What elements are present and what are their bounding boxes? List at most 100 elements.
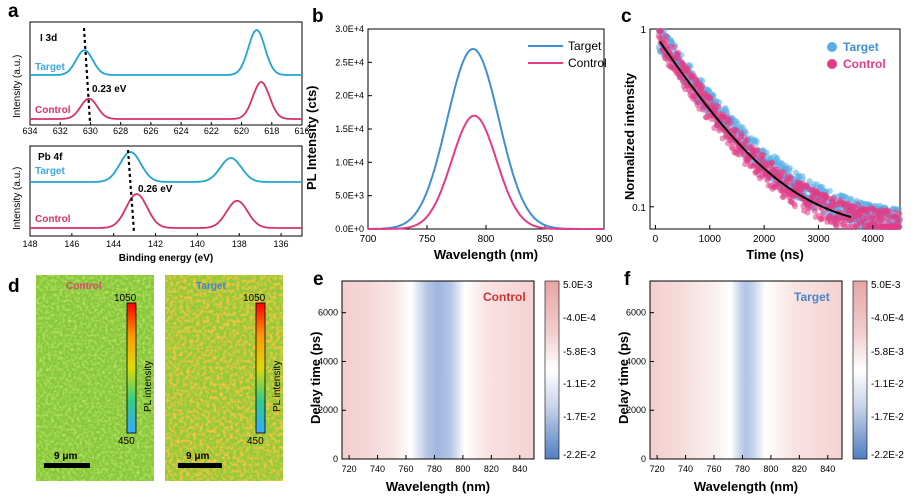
c-fit-curve bbox=[658, 41, 852, 218]
e-colorbar-ticks: 5.0E-3 -4.0E-4 -5.8E-3 -1.1E-2 -1.7E-2 -2.2E-… bbox=[563, 280, 596, 461]
a-top-xtick-label: 620 bbox=[234, 126, 249, 136]
a-top-xticks: 634 632 630 628 626 624 622 620 618 616 bbox=[22, 122, 310, 136]
f-cb-tick-label: 5.0E-3 bbox=[871, 280, 901, 291]
b-xtick-label: 850 bbox=[537, 234, 554, 245]
a-top-dashed-line bbox=[82, 27, 92, 123]
c-data-point bbox=[715, 104, 722, 110]
b-xtick-label: 900 bbox=[596, 234, 613, 245]
c-data-point bbox=[806, 178, 813, 184]
panel-label-b: b bbox=[312, 6, 324, 27]
b-ticks: 700 750 800 850 900 0.0E+0 5.0E+3 1.0E+4 1.5E+4 2… bbox=[335, 24, 613, 245]
f-xtick-label: 780 bbox=[735, 464, 750, 474]
panel-label-a: a bbox=[8, 1, 19, 22]
e-label: Control bbox=[483, 290, 526, 304]
a-bottom-xtick-label: 148 bbox=[22, 239, 37, 249]
a-top-xtick-label: 628 bbox=[113, 126, 128, 136]
c-data-point bbox=[754, 146, 761, 153]
a-top-title: I 3d bbox=[40, 33, 57, 44]
a-bottom-control-label: Control bbox=[35, 214, 71, 225]
c-ytick-label: 1 bbox=[640, 25, 646, 36]
a-top-target-label: Target bbox=[35, 62, 65, 73]
c-data-point bbox=[742, 130, 749, 137]
panel-label-e: e bbox=[313, 269, 324, 290]
e-cb-tick-label: -2.2E-2 bbox=[563, 450, 596, 461]
f-colorbar-ticks: 5.0E-3 -4.0E-4 -5.8E-3 -1.1E-2 -1.7E-2 -2.2E-… bbox=[871, 280, 904, 461]
c-data-point bbox=[675, 49, 682, 56]
a-top-xtick-label: 632 bbox=[53, 126, 68, 136]
c-data-point bbox=[887, 209, 893, 215]
c-data-point bbox=[780, 169, 787, 176]
c-data-point bbox=[848, 195, 855, 202]
a-top-ylabel: Intensity (a.u.) bbox=[12, 55, 23, 118]
f-xlabel: Wavelength (nm) bbox=[694, 479, 798, 494]
a-bottom-dashed-line bbox=[126, 149, 136, 233]
panel-label-c: c bbox=[621, 6, 632, 27]
c-xtick-label: 2000 bbox=[753, 234, 776, 245]
f-colorbar bbox=[852, 280, 868, 460]
f-label: Target bbox=[794, 290, 830, 304]
f-cb-tick-label: -5.8E-3 bbox=[871, 347, 904, 358]
panel-c: 0 1000 2000 3000 4000 1 0.1 Target Control Tim… bbox=[622, 25, 903, 262]
d-control-scalebar-label: 9 μm bbox=[54, 451, 77, 462]
c-ylabel: Normalized intensity bbox=[622, 72, 637, 200]
f-cb-tick-label: -1.1E-2 bbox=[871, 379, 904, 390]
f-ticks: 720 740 760 780 800 820 840 0 2000 4000 6000 bbox=[626, 308, 835, 474]
f-ytick-label: 2000 bbox=[626, 405, 646, 415]
d-control-cb-min: 450 bbox=[118, 436, 135, 447]
e-ytick-label: 4000 bbox=[318, 356, 338, 366]
b-ytick-label: 3.0E+4 bbox=[335, 24, 364, 34]
a-top-xtick-label: 626 bbox=[143, 126, 158, 136]
c-data-point bbox=[819, 215, 826, 222]
b-ytick-label: 1.0E+4 bbox=[335, 157, 364, 167]
a-top-xtick-label: 634 bbox=[22, 126, 37, 136]
e-ytick-label: 6000 bbox=[318, 308, 338, 318]
c-data-point bbox=[791, 203, 798, 210]
a-bottom-target-curve bbox=[30, 151, 302, 183]
c-data-point bbox=[662, 32, 669, 39]
c-data-point bbox=[852, 216, 859, 223]
c-legend-control-marker bbox=[827, 59, 837, 69]
c-data-point bbox=[826, 187, 833, 194]
f-ytick-label: 6000 bbox=[626, 308, 646, 318]
a-bottom-title: Pb 4f bbox=[38, 152, 63, 163]
e-xtick-label: 760 bbox=[398, 464, 413, 474]
c-data-point bbox=[896, 215, 903, 222]
d-target-colorbar bbox=[255, 302, 266, 434]
d-target-cb-label: PL intensity bbox=[272, 361, 283, 412]
e-cb-tick-label: -4.0E-4 bbox=[563, 313, 596, 324]
b-target-curve bbox=[368, 48, 604, 230]
b-xtick-label: 700 bbox=[360, 234, 377, 245]
c-data-point bbox=[788, 179, 795, 186]
c-data-point bbox=[760, 152, 767, 159]
e-xlabel: Wavelength (nm) bbox=[386, 479, 490, 494]
e-ylabel: Delay time (ps) bbox=[308, 332, 323, 424]
c-data-point bbox=[663, 37, 670, 44]
f-heatmap bbox=[649, 280, 843, 460]
a-bottom-xtick-label: 144 bbox=[106, 239, 121, 249]
e-xtick-label: 840 bbox=[512, 464, 527, 474]
e-cb-tick-label: 5.0E-3 bbox=[563, 280, 593, 291]
e-heatmap bbox=[341, 280, 535, 460]
f-ytick-label: 4000 bbox=[626, 356, 646, 366]
e-cb-tick-label: -1.1E-2 bbox=[563, 379, 596, 390]
a-bottom-xtick-label: 136 bbox=[274, 239, 289, 249]
panel-a-bottom: Pb 4f Intensity (a.u.) Target Control 0.… bbox=[12, 145, 303, 264]
c-data-point bbox=[671, 44, 678, 51]
f-xtick-label: 720 bbox=[650, 464, 665, 474]
c-ytick-label: 0.1 bbox=[632, 203, 646, 214]
b-ytick-label: 2.5E+4 bbox=[335, 57, 364, 67]
b-ytick-label: 0.0E+0 bbox=[335, 224, 364, 234]
a-bottom-ylabel: Intensity (a.u.) bbox=[12, 167, 23, 230]
c-data-point bbox=[658, 28, 664, 34]
c-data-point bbox=[896, 224, 903, 230]
c-data-point bbox=[855, 201, 861, 208]
e-ticks: 720 740 760 780 800 820 840 0 2000 4000 6000 bbox=[318, 308, 527, 474]
c-frame bbox=[649, 28, 901, 230]
a-top-xtick-label: 624 bbox=[174, 126, 189, 136]
panel-b: 700 750 800 850 900 0.0E+0 5.0E+3 1.0E+4 1.5E+4 2… bbox=[304, 24, 613, 262]
e-xtick-label: 740 bbox=[370, 464, 385, 474]
c-ticks: 0 1000 2000 3000 4000 1 0.1 bbox=[632, 25, 884, 245]
c-data-point bbox=[863, 215, 870, 222]
a-bottom-control-curve bbox=[30, 193, 302, 229]
a-bottom-frame bbox=[29, 145, 303, 237]
